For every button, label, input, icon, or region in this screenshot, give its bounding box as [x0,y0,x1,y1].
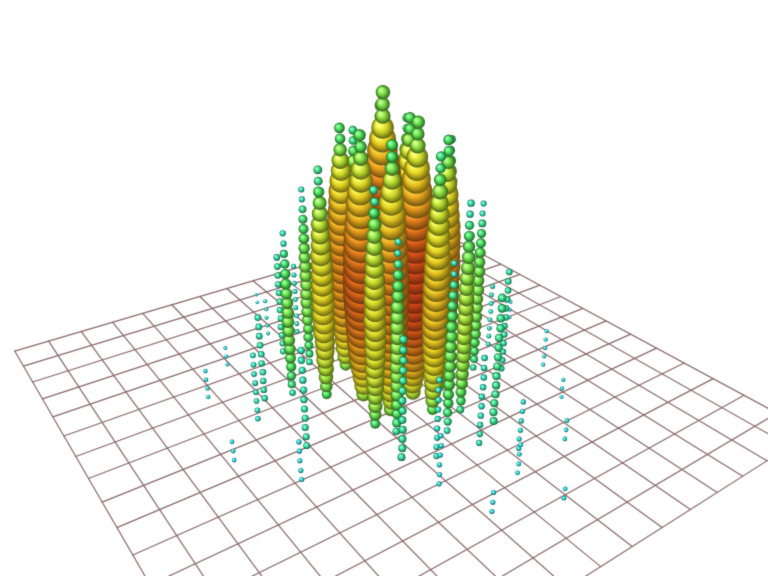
detector-event-3d-view [0,0,768,576]
